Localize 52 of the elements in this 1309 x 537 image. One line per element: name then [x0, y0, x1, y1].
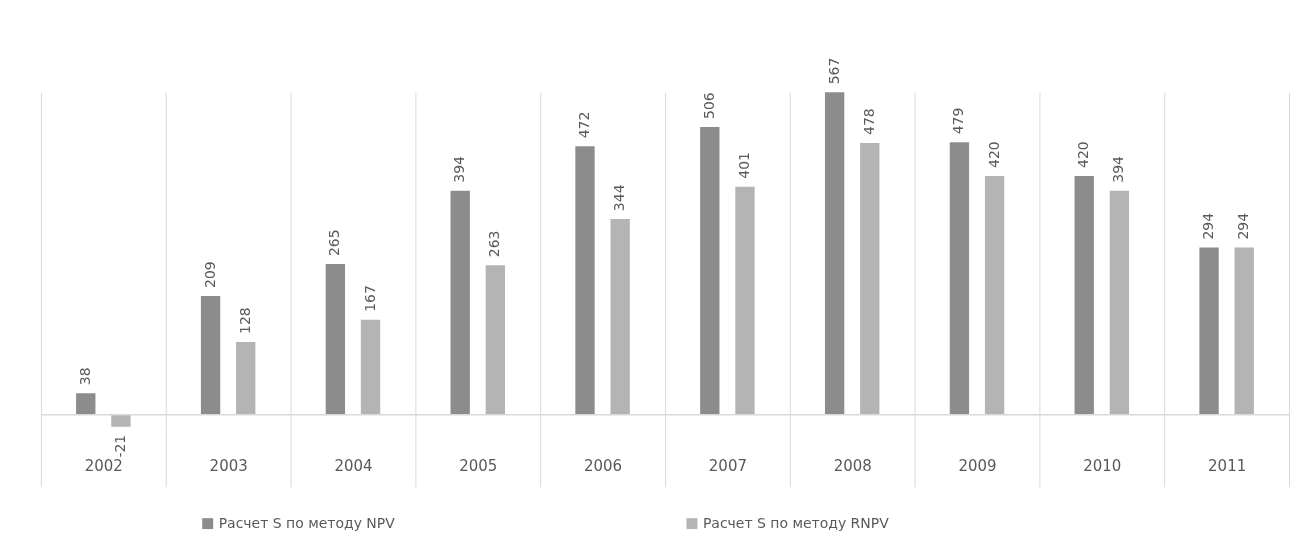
- bar: [860, 142, 880, 415]
- bar: [450, 190, 470, 415]
- data-label: 394: [451, 155, 468, 183]
- x-tick-label: 2003: [209, 457, 248, 476]
- bar: [200, 295, 221, 415]
- bar: [610, 219, 630, 415]
- bar: [700, 126, 720, 415]
- bar: [949, 142, 970, 415]
- data-label: 420: [985, 141, 1002, 168]
- bar: [111, 414, 131, 427]
- data-label: 265: [326, 229, 343, 257]
- data-label: 394: [1110, 155, 1127, 183]
- bar: [325, 264, 346, 415]
- bar: [1074, 175, 1094, 415]
- x-tick-label: 2010: [1083, 457, 1122, 476]
- bar: [984, 175, 1005, 415]
- x-tick-label: 2006: [584, 457, 623, 476]
- data-label: 344: [611, 184, 628, 212]
- data-label: 294: [1200, 212, 1217, 240]
- legend-label: Расчет S по методу RNPV: [702, 514, 890, 531]
- data-label: 128: [236, 307, 253, 335]
- bar: [575, 146, 595, 415]
- bar: [824, 92, 845, 415]
- data-label: 209: [201, 261, 218, 288]
- bar: [1109, 190, 1130, 415]
- bar: [236, 342, 256, 415]
- x-tick-label: 2005: [459, 457, 498, 476]
- data-label: 472: [575, 111, 592, 139]
- x-tick-label: 2007: [708, 457, 747, 476]
- bar: [76, 393, 96, 415]
- data-label: -21: [111, 434, 128, 458]
- data-label: 263: [486, 230, 503, 258]
- data-label: 401: [735, 152, 752, 179]
- data-label: 567: [825, 57, 842, 85]
- data-label: 167: [361, 285, 378, 312]
- x-tick-label: 2008: [833, 457, 872, 476]
- data-label: 420: [1075, 141, 1092, 168]
- x-tick-label: 2011: [1208, 457, 1247, 476]
- data-label: 479: [950, 107, 967, 135]
- bar: [735, 186, 755, 415]
- bar: [360, 319, 381, 415]
- x-tick-label: 2009: [958, 457, 997, 476]
- data-label: 506: [700, 92, 717, 119]
- data-label: 478: [860, 108, 877, 135]
- x-tick-label: 2004: [334, 457, 373, 476]
- legend-label: Расчет S по методу NPV: [218, 514, 396, 531]
- data-label: 38: [76, 367, 93, 386]
- data-label: 294: [1235, 212, 1252, 240]
- bar: [485, 265, 506, 415]
- bar: [1234, 247, 1254, 415]
- bar: [1199, 247, 1219, 415]
- x-tick-label: 2002: [84, 457, 123, 476]
